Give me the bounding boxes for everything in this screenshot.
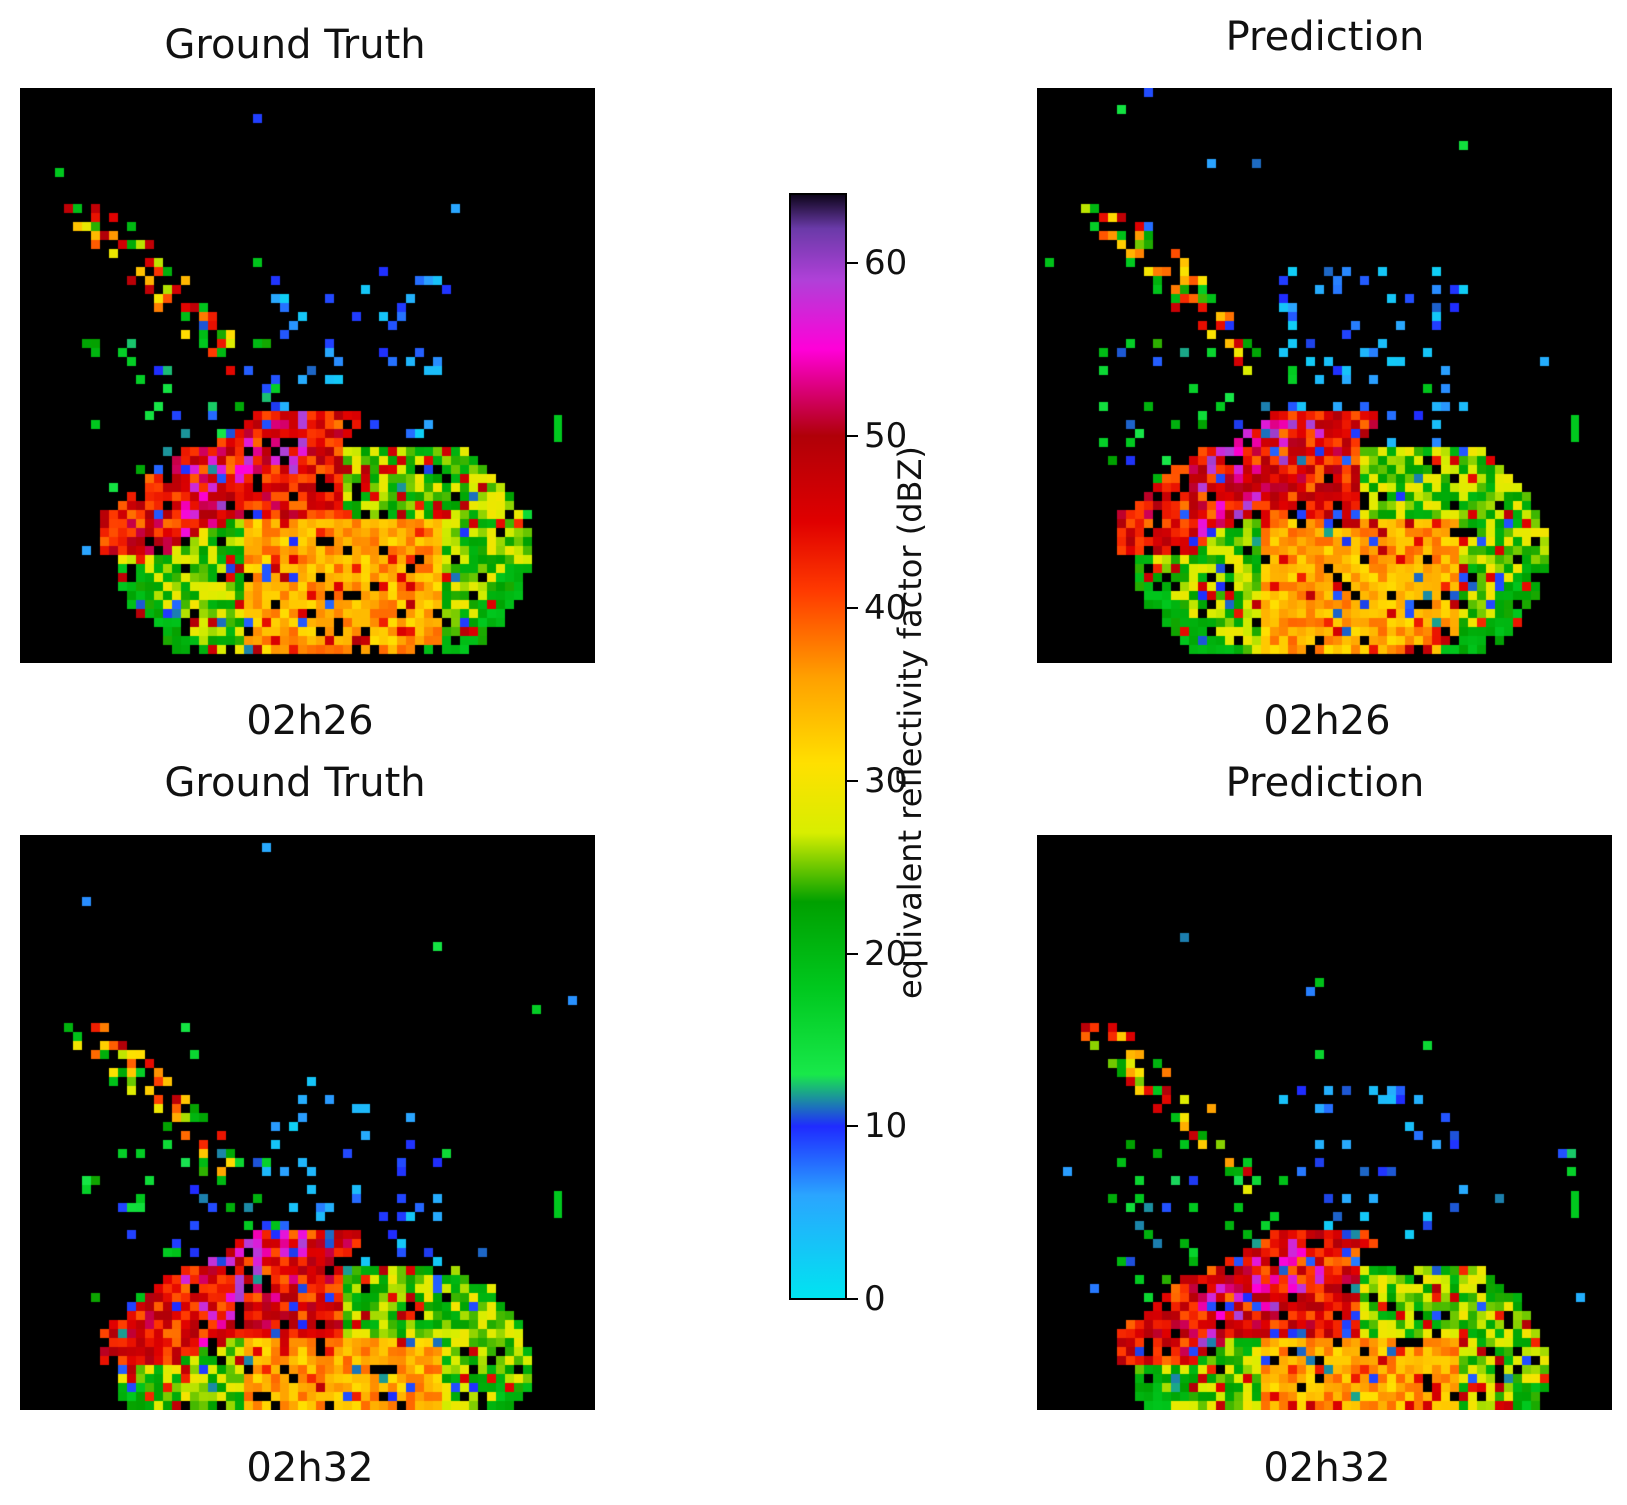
colorbar-graphic: [789, 193, 847, 1300]
colorbar-gradient: [789, 193, 847, 1300]
colorbar-tick: [846, 952, 858, 955]
panel-time-label: 02h26: [1263, 698, 1391, 744]
radar-heatmap-ground-truth-0232: [20, 835, 595, 1410]
colorbar-tick: [846, 262, 858, 265]
panel-time-label: 02h32: [1263, 1445, 1391, 1491]
colorbar-tick: [846, 1298, 858, 1300]
panel-title-prediction-0226: Prediction: [1225, 14, 1425, 60]
colorbar-tick-label: 0: [864, 1279, 886, 1319]
colorbar-tick-label: 60: [864, 243, 908, 284]
radar-heatmap-prediction-0232: [1037, 835, 1612, 1410]
radar-heatmap-ground-truth-0226: [20, 88, 595, 663]
colorbar-tick: [846, 607, 858, 610]
colorbar-tick: [846, 434, 858, 437]
panel-title-prediction-0232: Prediction: [1225, 760, 1425, 806]
colorbar-label: equivalent reflectivity factor (dBZ): [891, 446, 929, 999]
panel-title-ground-truth-0232: Ground Truth: [164, 760, 426, 806]
colorbar-tick-label: 50: [864, 415, 908, 456]
colorbar-tick-label: 20: [864, 933, 908, 974]
colorbar-tick-label: 10: [864, 1106, 908, 1147]
radar-heatmap-prediction-0226: [1037, 88, 1612, 663]
colorbar-tick: [846, 780, 858, 783]
colorbar: 0 10 20 30 40 50 60 equivalent reflectivity fa…: [780, 190, 1040, 1330]
panel-time-label: 02h26: [246, 698, 374, 744]
panel-title-ground-truth-0226: Ground Truth: [164, 22, 426, 68]
colorbar-tick-label: 30: [864, 761, 908, 802]
panel-time-label: 02h32: [246, 1445, 374, 1491]
colorbar-tick: [846, 1125, 858, 1128]
colorbar-tick-label: 40: [864, 588, 908, 629]
